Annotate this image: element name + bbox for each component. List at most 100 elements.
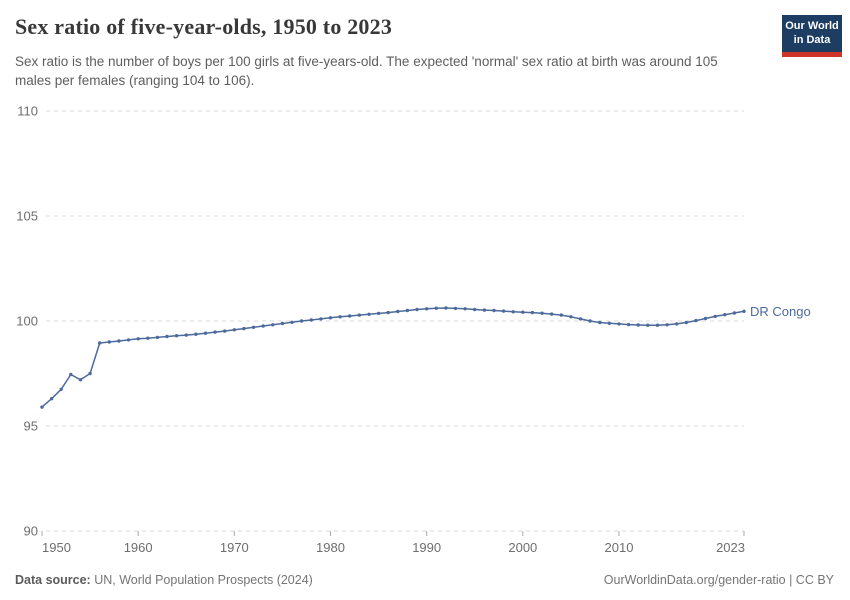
data-point[interactable] <box>126 338 131 342</box>
data-point[interactable] <box>136 337 140 341</box>
data-point[interactable] <box>98 341 102 345</box>
series-line-dr-congo[interactable] <box>41 307 745 408</box>
line-chart-canvas[interactable]: 90 95 100 105 110 1950 1960 1970 1980 1990 2000 201… <box>0 95 850 565</box>
data-point[interactable] <box>415 307 419 312</box>
data-point[interactable] <box>723 313 727 317</box>
data-point[interactable] <box>434 306 438 310</box>
data-point[interactable] <box>521 310 525 314</box>
y-axis-label: 110 <box>17 104 38 119</box>
data-point[interactable] <box>569 315 573 319</box>
data-point[interactable] <box>617 322 621 326</box>
data-point[interactable] <box>280 321 285 326</box>
data-source-label: Data source: <box>15 573 91 587</box>
data-point[interactable] <box>357 313 361 317</box>
data-point[interactable] <box>463 307 467 311</box>
data-point[interactable] <box>607 321 612 325</box>
data-point[interactable] <box>271 323 275 327</box>
data-point[interactable] <box>213 330 217 334</box>
data-point[interactable] <box>146 336 150 340</box>
data-point[interactable] <box>694 318 698 323</box>
data-point[interactable] <box>242 326 246 331</box>
data-point[interactable] <box>453 306 458 311</box>
data-point[interactable] <box>675 322 679 326</box>
data-point[interactable] <box>155 335 160 340</box>
owid-logo-line1: Our World <box>785 20 839 32</box>
data-point[interactable] <box>367 312 371 316</box>
x-axis-label: 1970 <box>220 540 249 555</box>
data-point[interactable] <box>165 334 169 339</box>
x-axis-label: 1960 <box>124 540 153 555</box>
data-point[interactable] <box>78 378 83 382</box>
data-point[interactable] <box>530 310 535 315</box>
data-point[interactable] <box>636 323 640 327</box>
data-point[interactable] <box>251 325 256 329</box>
data-point[interactable] <box>299 319 304 323</box>
data-point[interactable] <box>69 372 73 377</box>
data-point[interactable] <box>646 323 650 327</box>
data-point[interactable] <box>88 371 92 376</box>
data-point[interactable] <box>482 308 487 312</box>
owid-logo-line2: in Data <box>793 33 831 46</box>
data-point[interactable] <box>223 329 227 333</box>
data-source: Data source: UN, World Population Prospe… <box>15 573 313 587</box>
x-axis-label: 2010 <box>605 540 634 555</box>
series-label-dr-congo[interactable]: DR Congo <box>750 304 811 319</box>
data-point[interactable] <box>626 322 631 327</box>
data-point[interactable] <box>107 340 112 344</box>
data-point[interactable] <box>742 309 746 313</box>
data-point[interactable] <box>40 405 44 409</box>
y-axis-label: 105 <box>16 209 38 224</box>
data-point[interactable] <box>319 317 323 321</box>
data-point[interactable] <box>703 316 708 321</box>
owid-logo[interactable]: Our World in Data <box>782 15 842 57</box>
data-point[interactable] <box>473 307 477 312</box>
chart-title: Sex ratio of five-year-olds, 1950 to 202… <box>15 14 393 39</box>
data-point[interactable] <box>665 323 669 327</box>
data-source-text: UN, World Population Prospects (2024) <box>90 573 313 587</box>
data-point[interactable] <box>338 315 342 319</box>
data-point[interactable] <box>117 339 121 343</box>
data-point[interactable] <box>598 320 602 325</box>
data-point[interactable] <box>578 317 583 321</box>
data-point[interactable] <box>550 312 554 316</box>
data-point[interactable] <box>396 309 400 314</box>
data-point[interactable] <box>49 397 54 401</box>
data-point[interactable] <box>184 333 188 337</box>
data-point[interactable] <box>232 328 236 332</box>
data-point[interactable] <box>203 331 208 335</box>
x-axis-label: 2000 <box>508 540 537 555</box>
data-point[interactable] <box>655 323 660 327</box>
data-point[interactable] <box>559 313 563 317</box>
data-point[interactable] <box>309 318 313 322</box>
data-point[interactable] <box>174 334 179 338</box>
data-point[interactable] <box>444 306 448 310</box>
data-point[interactable] <box>501 309 506 313</box>
chart-footer: Data source: UN, World Population Prospe… <box>15 573 834 587</box>
data-point[interactable] <box>290 320 294 324</box>
data-point[interactable] <box>194 332 198 336</box>
data-point[interactable] <box>492 308 496 313</box>
data-point[interactable] <box>328 316 333 320</box>
chart-subtitle: Sex ratio is the number of boys per 100 … <box>15 54 718 89</box>
data-point[interactable] <box>386 310 390 315</box>
data-point[interactable] <box>588 319 592 323</box>
y-axis-label: 95 <box>24 419 38 434</box>
x-axis-label: 1990 <box>412 540 441 555</box>
data-point[interactable] <box>425 307 429 311</box>
data-point[interactable] <box>713 314 717 319</box>
data-point[interactable] <box>348 314 352 318</box>
data-point[interactable] <box>59 387 63 391</box>
data-point[interactable] <box>376 311 381 316</box>
x-axis-label: 1980 <box>316 540 345 555</box>
data-point[interactable] <box>405 308 410 313</box>
x-axis-label: 1950 <box>42 540 71 555</box>
data-point[interactable] <box>540 311 544 315</box>
data-point[interactable] <box>684 320 688 325</box>
credit-link[interactable]: OurWorldinData.org/gender-ratio | CC BY <box>603 573 834 587</box>
data-point[interactable] <box>732 311 737 315</box>
data-point[interactable] <box>261 324 265 328</box>
y-axis-label: 90 <box>24 524 38 539</box>
y-axis-label: 100 <box>16 314 38 329</box>
data-point[interactable] <box>511 310 515 314</box>
